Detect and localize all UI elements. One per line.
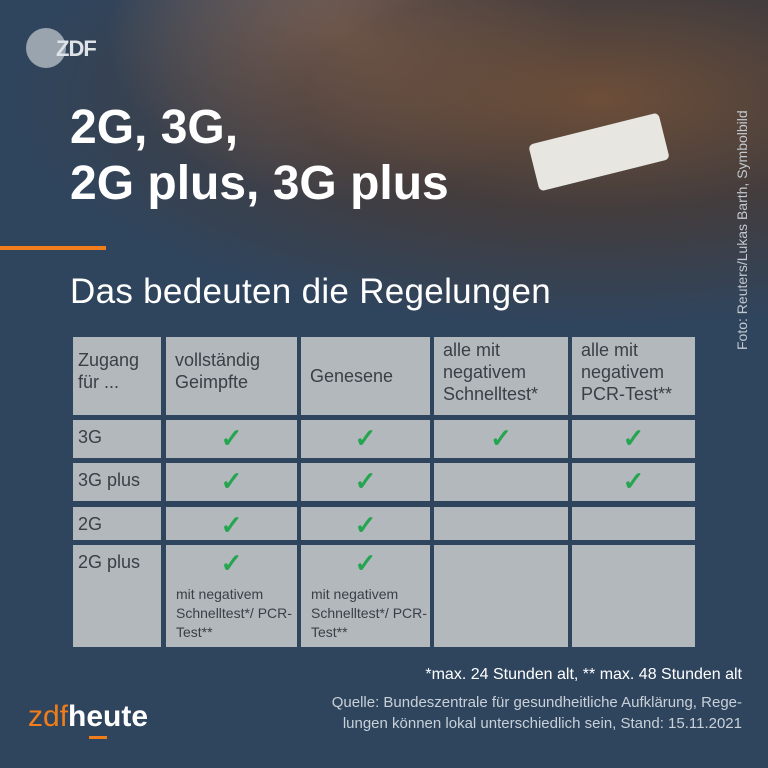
column-header: vollständig Geimpfte: [166, 337, 297, 415]
column-header: Genesene: [301, 337, 430, 415]
column-header: Zugang für ...: [73, 337, 161, 415]
check-icon: ✓: [490, 423, 512, 453]
check-icon: ✓: [220, 466, 243, 496]
footnote: *max. 24 Stunden alt, ** max. 48 Stunden…: [425, 666, 742, 683]
page-title: 2G, 3G, 2G plus, 3G plus: [70, 101, 449, 210]
check-icon: ✓: [354, 466, 377, 496]
check-icon: ✓: [220, 423, 243, 453]
zdf-logo: ZDF: [26, 28, 97, 68]
table-cell: [434, 545, 568, 647]
source-note: Quelle: Bundeszentrale für gesundheitlic…: [331, 694, 742, 732]
table-cell: ✓ mit negativem Schnelltest*/ PCR-Test**: [301, 545, 430, 647]
zdfheute-logo: zdfheute: [28, 700, 148, 739]
table-cell: ✓: [572, 420, 695, 458]
table-cell: [434, 463, 568, 501]
cell-note: mit negativem Schnelltest*/ PCR-Test**: [176, 586, 292, 640]
table-cell: [572, 507, 695, 540]
table-cell: ✓ mit negativem Schnelltest*/ PCR-Test**: [166, 545, 297, 647]
table-cell: ✓: [301, 420, 430, 458]
row-label: 3G plus: [73, 463, 161, 501]
check-icon: ✓: [354, 510, 377, 540]
row-label: 3G: [73, 420, 161, 458]
check-icon: ✓: [354, 548, 377, 578]
accent-bar: [0, 246, 106, 250]
cell-note: mit negativem Schnelltest*/ PCR-Test**: [311, 586, 427, 640]
check-icon: ✓: [354, 423, 377, 453]
table-cell: ✓: [572, 463, 695, 501]
subtitle: Das bedeuten die Regelungen: [70, 272, 551, 311]
column-header: alle mit negativem Schnelltest*: [434, 337, 568, 415]
test-cassette: [528, 112, 670, 192]
row-label: 2G plus: [73, 545, 161, 647]
row-label: 2G: [73, 507, 161, 540]
check-icon: ✓: [220, 548, 243, 578]
column-header: alle mit negativem PCR-Test**: [572, 337, 695, 415]
table-cell: ✓: [301, 507, 430, 540]
table-cell: ✓: [166, 507, 297, 540]
table-cell: [572, 545, 695, 647]
table-cell: ✓: [166, 420, 297, 458]
table-cell: ✓: [301, 463, 430, 501]
check-icon: ✓: [622, 466, 645, 496]
table-cell: ✓: [434, 420, 568, 458]
check-icon: ✓: [622, 423, 645, 453]
table-cell: [434, 507, 568, 540]
check-icon: ✓: [220, 510, 243, 540]
photo-credit: Foto: Reuters/Lukas Barth, Symbolbild: [734, 110, 750, 350]
table-cell: ✓: [166, 463, 297, 501]
background-photo: [0, 0, 768, 330]
